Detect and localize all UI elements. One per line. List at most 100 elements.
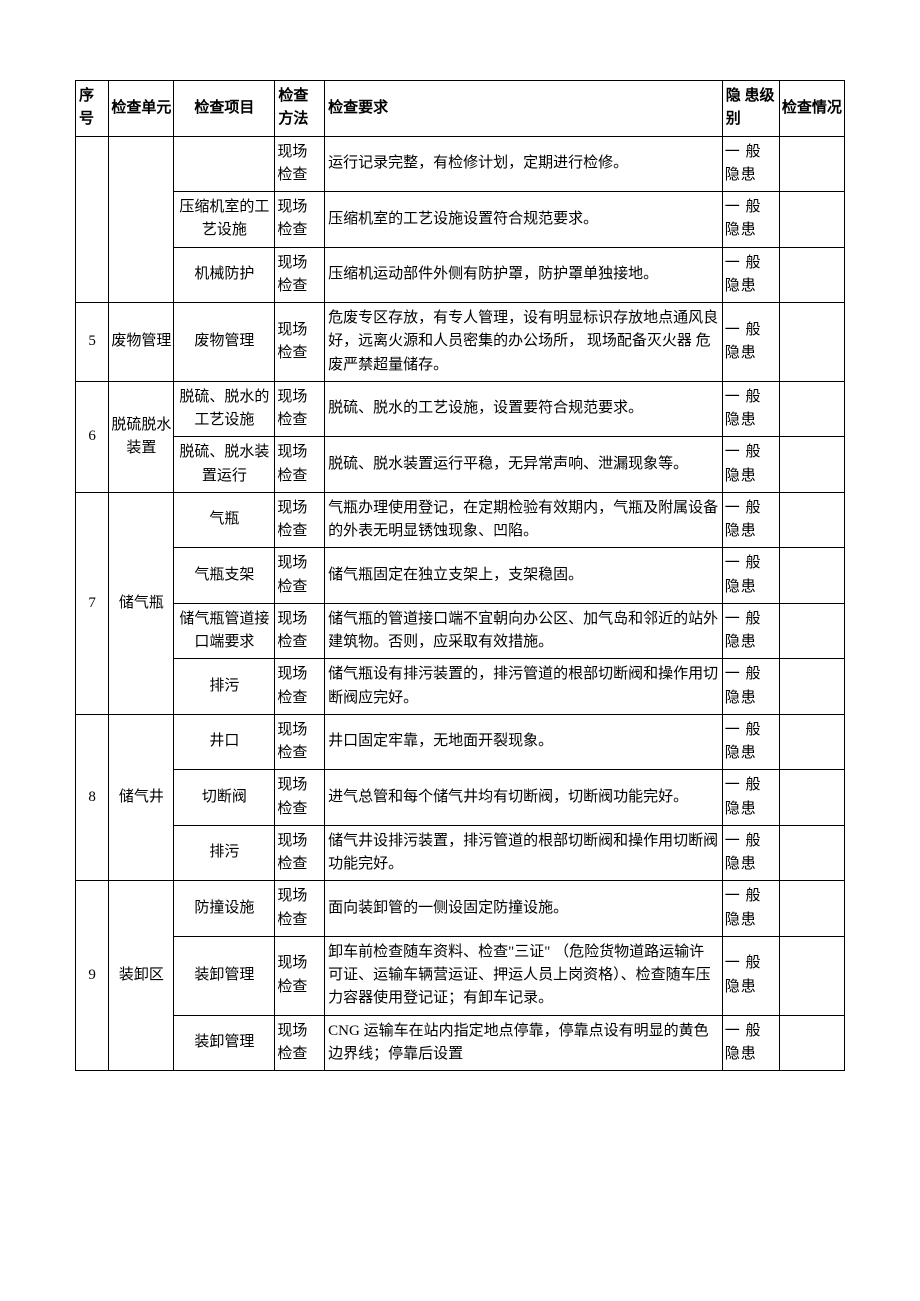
header-req: 检查要求 <box>325 81 723 137</box>
cell-unit: 废物管理 <box>109 303 174 382</box>
cell-req: 储气井设排污装置，排污管道的根部切断阀和操作用切断阀功能完好。 <box>325 825 723 881</box>
cell-level: 一 般隐患 <box>722 659 779 715</box>
table-row: 切断阀 现场检查 进气总管和每个储气井均有切断阀，切断阀功能完好。 一 般隐患 <box>76 770 845 826</box>
cell-status <box>779 247 844 303</box>
cell-unit: 装卸区 <box>109 881 174 1071</box>
table-row: 6 脱硫脱水装置 脱硫、脱水的工艺设施 现场检查 脱硫、脱水的工艺设施，设置要符… <box>76 381 845 437</box>
table-row: 9 装卸区 防撞设施 现场检查 面向装卸管的一侧设固定防撞设施。 一 般隐患 <box>76 881 845 937</box>
cell-req: 面向装卸管的一侧设固定防撞设施。 <box>325 881 723 937</box>
table-body: 现场检查 运行记录完整，有检修计划，定期进行检修。 一 般隐患 压缩机室的工艺设… <box>76 136 845 1071</box>
cell-method: 现场检查 <box>275 303 325 382</box>
table-row: 压缩机室的工艺设施 现场检查 压缩机室的工艺设施设置符合规范要求。 一 般隐患 <box>76 192 845 248</box>
table-row: 7 储气瓶 气瓶 现场检查 气瓶办理使用登记，在定期检验有效期内，气瓶及附属设备… <box>76 492 845 548</box>
cell-item: 脱硫、脱水装置运行 <box>174 437 275 493</box>
cell-status <box>779 770 844 826</box>
cell-seq: 5 <box>76 303 109 382</box>
cell-level: 一 般隐患 <box>722 492 779 548</box>
cell-method: 现场检查 <box>275 825 325 881</box>
table-row: 5 废物管理 废物管理 现场检查 危废专区存放，有专人管理，设有明显标识存放地点… <box>76 303 845 382</box>
header-method: 检查方法 <box>275 81 325 137</box>
cell-level: 一 般隐患 <box>722 714 779 770</box>
table-row: 脱硫、脱水装置运行 现场检查 脱硫、脱水装置运行平稳，无异常声响、泄漏现象等。 … <box>76 437 845 493</box>
cell-status <box>779 192 844 248</box>
cell-level: 一 般隐患 <box>722 192 779 248</box>
header-level: 隐 患级别 <box>722 81 779 137</box>
cell-level: 一 般隐患 <box>722 303 779 382</box>
cell-method: 现场检查 <box>275 603 325 659</box>
cell-method: 现场检查 <box>275 770 325 826</box>
cell-method: 现场检查 <box>275 659 325 715</box>
cell-req: 储气瓶的管道接口端不宜朝向办公区、加气岛和邻近的站外建筑物。否则，应采取有效措施… <box>325 603 723 659</box>
header-item: 检查项目 <box>174 81 275 137</box>
cell-status <box>779 881 844 937</box>
cell-req: 进气总管和每个储气井均有切断阀，切断阀功能完好。 <box>325 770 723 826</box>
cell-item: 井口 <box>174 714 275 770</box>
cell-item <box>174 136 275 192</box>
table-row: 8 储气井 井口 现场检查 井口固定牢靠，无地面开裂现象。 一 般隐患 <box>76 714 845 770</box>
cell-item: 装卸管理 <box>174 1015 275 1071</box>
inspection-table: 序号 检查单元 检查项目 检查方法 检查要求 隐 患级别 检查情况 现场检查 运… <box>75 80 845 1071</box>
cell-level: 一 般隐患 <box>722 136 779 192</box>
cell-level: 一 般隐患 <box>722 881 779 937</box>
cell-unit: 储气井 <box>109 714 174 881</box>
cell-status <box>779 603 844 659</box>
cell-method: 现场检查 <box>275 247 325 303</box>
cell-method: 现场检查 <box>275 1015 325 1071</box>
cell-item: 脱硫、脱水的工艺设施 <box>174 381 275 437</box>
cell-status <box>779 936 844 1015</box>
cell-seq <box>76 136 109 303</box>
cell-unit <box>109 136 174 303</box>
cell-item: 装卸管理 <box>174 936 275 1015</box>
cell-method: 现场检查 <box>275 192 325 248</box>
cell-status <box>779 548 844 604</box>
cell-level: 一 般隐患 <box>722 825 779 881</box>
cell-req: 运行记录完整，有检修计划，定期进行检修。 <box>325 136 723 192</box>
table-row: 气瓶支架 现场检查 储气瓶固定在独立支架上，支架稳固。 一 般隐患 <box>76 548 845 604</box>
cell-req: 储气瓶设有排污装置的，排污管道的根部切断阀和操作用切断阀应完好。 <box>325 659 723 715</box>
cell-item: 排污 <box>174 659 275 715</box>
cell-item: 废物管理 <box>174 303 275 382</box>
cell-status <box>779 492 844 548</box>
header-unit: 检查单元 <box>109 81 174 137</box>
cell-unit: 脱硫脱水装置 <box>109 381 174 492</box>
cell-level: 一 般隐患 <box>722 247 779 303</box>
cell-method: 现场检查 <box>275 714 325 770</box>
cell-method: 现场检查 <box>275 548 325 604</box>
cell-status <box>779 437 844 493</box>
cell-status <box>779 303 844 382</box>
table-row: 储气瓶管道接口端要求 现场检查 储气瓶的管道接口端不宜朝向办公区、加气岛和邻近的… <box>76 603 845 659</box>
cell-method: 现场检查 <box>275 936 325 1015</box>
cell-req: 卸车前检查随车资料、检查"三证" （危险货物道路运输许可证、运输车辆营运证、押运… <box>325 936 723 1015</box>
header-status: 检查情况 <box>779 81 844 137</box>
cell-method: 现场检查 <box>275 381 325 437</box>
cell-status <box>779 136 844 192</box>
cell-seq: 6 <box>76 381 109 492</box>
cell-item: 排污 <box>174 825 275 881</box>
cell-method: 现场检查 <box>275 136 325 192</box>
cell-item: 切断阀 <box>174 770 275 826</box>
header-row: 序号 检查单元 检查项目 检查方法 检查要求 隐 患级别 检查情况 <box>76 81 845 137</box>
cell-unit: 储气瓶 <box>109 492 174 714</box>
cell-seq: 9 <box>76 881 109 1071</box>
table-row: 排污 现场检查 储气井设排污装置，排污管道的根部切断阀和操作用切断阀功能完好。 … <box>76 825 845 881</box>
cell-level: 一 般隐患 <box>722 603 779 659</box>
table-row: 装卸管理 现场检查 卸车前检查随车资料、检查"三证" （危险货物道路运输许可证、… <box>76 936 845 1015</box>
cell-level: 一 般隐患 <box>722 437 779 493</box>
cell-item: 防撞设施 <box>174 881 275 937</box>
cell-status <box>779 381 844 437</box>
cell-item: 气瓶支架 <box>174 548 275 604</box>
cell-req: 危废专区存放，有专人管理，设有明显标识存放地点通风良好，远离火源和人员密集的办公… <box>325 303 723 382</box>
cell-req: 储气瓶固定在独立支架上，支架稳固。 <box>325 548 723 604</box>
cell-req: 压缩机室的工艺设施设置符合规范要求。 <box>325 192 723 248</box>
cell-req: 井口固定牢靠，无地面开裂现象。 <box>325 714 723 770</box>
cell-status <box>779 825 844 881</box>
cell-req: CNG 运输车在站内指定地点停靠，停靠点设有明显的黄色边界线；停靠后设置 <box>325 1015 723 1071</box>
table-row: 装卸管理 现场检查 CNG 运输车在站内指定地点停靠，停靠点设有明显的黄色边界线… <box>76 1015 845 1071</box>
cell-seq: 8 <box>76 714 109 881</box>
cell-req: 脱硫、脱水装置运行平稳，无异常声响、泄漏现象等。 <box>325 437 723 493</box>
table-row: 机械防护 现场检查 压缩机运动部件外侧有防护罩，防护罩单独接地。 一 般隐患 <box>76 247 845 303</box>
cell-method: 现场检查 <box>275 492 325 548</box>
cell-level: 一 般隐患 <box>722 936 779 1015</box>
cell-item: 压缩机室的工艺设施 <box>174 192 275 248</box>
cell-method: 现场检查 <box>275 437 325 493</box>
